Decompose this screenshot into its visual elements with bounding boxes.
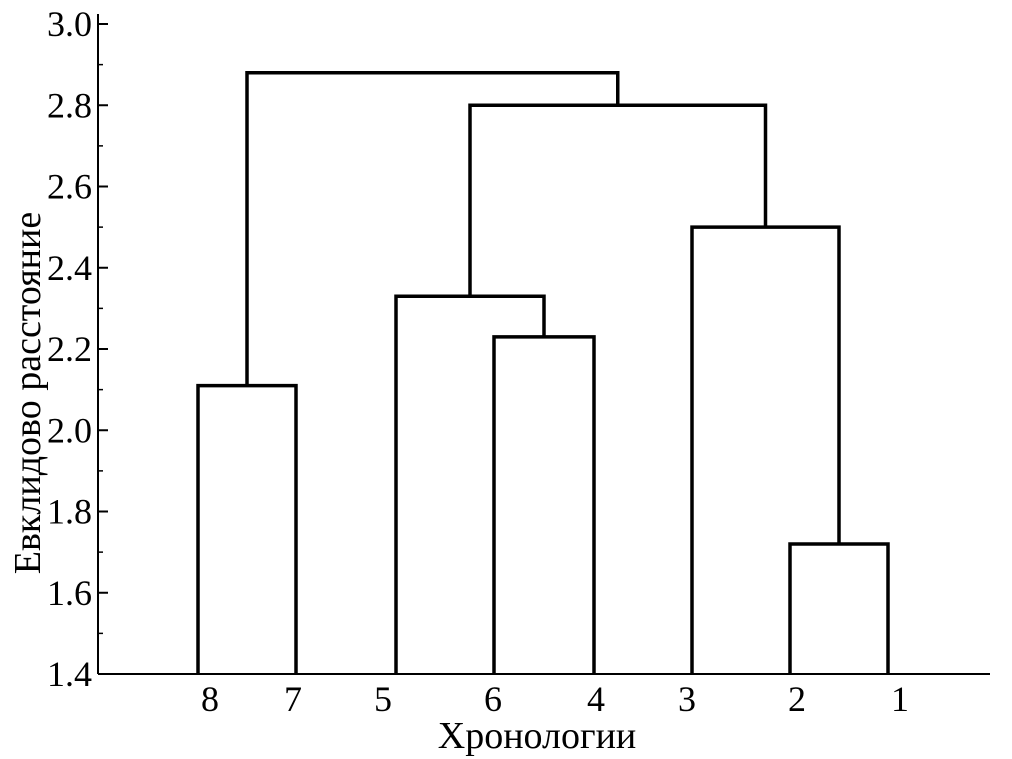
y-axis-label: Евклидово расстояние xyxy=(7,212,49,574)
y-tick-label: 2.2 xyxy=(47,329,92,369)
leaf-label: 1 xyxy=(891,679,909,719)
y-tick-label: 1.4 xyxy=(47,654,92,694)
leaf-labels: 8 7 5 6 4 3 2 1 xyxy=(201,679,909,719)
y-tick-label: 1.6 xyxy=(47,573,92,613)
dendrogram-links xyxy=(196,71,890,674)
dendrogram-link xyxy=(788,542,890,674)
axes xyxy=(97,14,990,675)
y-tick-label: 2.0 xyxy=(47,410,92,450)
dendrogram-link xyxy=(196,383,298,674)
leaf-label: 6 xyxy=(484,679,502,719)
leaf-label: 5 xyxy=(374,679,392,719)
dendrogram-link xyxy=(394,294,546,674)
dendrogram-link xyxy=(245,71,620,386)
y-tick-label: 1.8 xyxy=(47,492,92,532)
y-tick-label: 2.4 xyxy=(47,248,92,288)
leaf-label: 3 xyxy=(678,679,696,719)
y-tick-label: 2.6 xyxy=(47,167,92,207)
y-tick-label: 2.8 xyxy=(47,85,92,125)
dendrogram-link xyxy=(492,335,596,674)
leaf-label: 7 xyxy=(284,679,302,719)
leaf-label: 8 xyxy=(201,679,219,719)
x-axis-label: Хронологии xyxy=(438,715,637,757)
y-tick-label: 3.0 xyxy=(47,4,92,44)
leaf-label: 4 xyxy=(587,679,605,719)
leaf-label: 2 xyxy=(788,679,806,719)
y-ticks: 1.4 1.6 1.8 2.0 2.2 2.4 2.6 2.8 3.0 xyxy=(47,4,108,694)
dendrogram-link xyxy=(468,103,768,297)
dendrogram-link xyxy=(690,225,841,674)
